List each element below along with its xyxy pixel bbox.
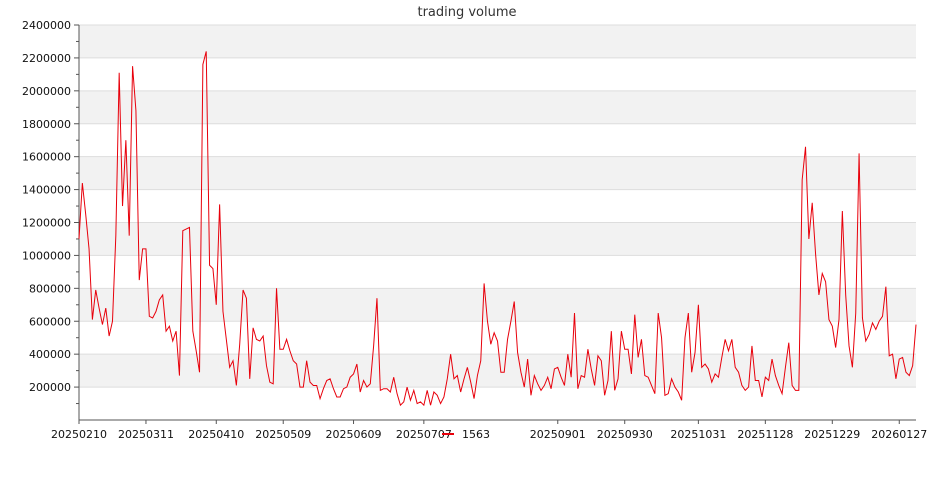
grid-band xyxy=(79,354,916,388)
grid-band xyxy=(79,288,916,322)
y-tick-label: 400000 xyxy=(29,348,71,361)
x-tick-label: 20250210 xyxy=(51,428,107,441)
x-tick-label: 20250609 xyxy=(326,428,382,441)
y-tick-label: 200000 xyxy=(29,381,71,394)
x-tick-label: 20260127 xyxy=(871,428,927,441)
grid-band xyxy=(79,156,916,190)
grid-band xyxy=(79,123,916,157)
x-tick-label: 20250410 xyxy=(188,428,244,441)
y-tick-label: 1600000 xyxy=(22,151,71,164)
x-tick-label: 20250707 xyxy=(396,428,452,441)
y-axis: 200000 400000 600000 800000 1000000 1200000 14… xyxy=(22,19,80,420)
grid-band xyxy=(79,222,916,256)
y-tick-label: 600000 xyxy=(29,315,71,328)
x-tick-label: 20250901 xyxy=(530,428,586,441)
grid-band xyxy=(79,387,916,420)
y-tick-label: 1800000 xyxy=(22,118,71,131)
x-tick-label: 20251128 xyxy=(737,428,793,441)
grid-band xyxy=(79,57,916,91)
chart-title: trading volume xyxy=(417,5,516,20)
grid-bands xyxy=(79,24,916,420)
x-tick-label: 20251031 xyxy=(670,428,726,441)
y-tick-label: 800000 xyxy=(29,282,71,295)
y-tick-label: 1200000 xyxy=(22,217,71,230)
grid-band xyxy=(79,189,916,223)
legend: 1563 xyxy=(442,428,490,441)
y-tick-label: 1400000 xyxy=(22,184,71,197)
x-tick-label: 20250509 xyxy=(255,428,311,441)
x-tick-label: 20251229 xyxy=(804,428,860,441)
grid-band xyxy=(79,321,916,355)
series-layer xyxy=(78,51,917,407)
y-tick-label: 2000000 xyxy=(22,85,71,98)
y-tick-label: 2400000 xyxy=(22,19,71,32)
y-tick-label: 2200000 xyxy=(22,52,71,65)
x-tick-label: 20250930 xyxy=(597,428,653,441)
legend-label-1563: 1563 xyxy=(462,428,490,441)
x-tick-label: 20250311 xyxy=(118,428,174,441)
x-axis: 20250210 20250311 20250410 20250509 20250609… xyxy=(51,419,927,441)
grid-band xyxy=(79,90,916,124)
y-tick-label: 1000000 xyxy=(22,249,71,262)
grid-band xyxy=(79,255,916,289)
grid-band xyxy=(79,25,916,58)
series-line-1563 xyxy=(78,51,917,407)
